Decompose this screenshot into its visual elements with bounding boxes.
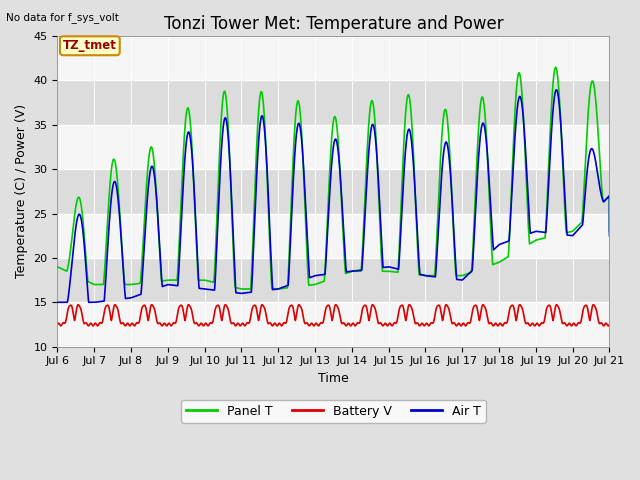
Bar <box>58 125 609 169</box>
Battery V <box>604 323 612 329</box>
Bar <box>58 36 609 80</box>
Battery V <box>605 322 613 327</box>
Bar <box>58 80 609 125</box>
Panel T <box>83 260 90 265</box>
Bar <box>58 302 609 347</box>
Bar <box>58 214 609 258</box>
Text: TZ_tmet: TZ_tmet <box>63 39 116 52</box>
Battery V <box>468 309 476 315</box>
Text: No data for f_sys_volt: No data for f_sys_volt <box>6 12 119 23</box>
Battery V <box>295 302 303 308</box>
Y-axis label: Temperature (C) / Power (V): Temperature (C) / Power (V) <box>15 104 28 278</box>
Air T <box>54 300 61 305</box>
Line: Panel T: Panel T <box>58 67 609 289</box>
Line: Battery V: Battery V <box>58 305 609 326</box>
Air T <box>406 128 413 133</box>
Battery V <box>406 302 413 308</box>
Panel T <box>483 150 491 156</box>
Panel T <box>552 64 559 70</box>
Air T <box>505 238 513 244</box>
Panel T <box>54 264 61 270</box>
Line: Air T: Air T <box>58 90 609 302</box>
Air T <box>552 87 560 93</box>
Battery V <box>54 322 61 327</box>
Panel T <box>406 97 413 103</box>
Air T <box>83 268 90 274</box>
Bar <box>58 169 609 214</box>
Air T <box>468 266 476 272</box>
Panel T <box>605 228 613 234</box>
Title: Tonzi Tower Met: Temperature and Power: Tonzi Tower Met: Temperature and Power <box>164 15 503 33</box>
Air T <box>605 233 613 239</box>
X-axis label: Time: Time <box>318 372 349 385</box>
Bar <box>58 258 609 302</box>
Panel T <box>505 249 513 255</box>
Legend: Panel T, Battery V, Air T: Panel T, Battery V, Air T <box>181 399 486 422</box>
Battery V <box>83 320 90 326</box>
Air T <box>497 241 505 247</box>
Panel T <box>468 257 476 263</box>
Battery V <box>505 312 513 318</box>
Panel T <box>237 286 245 292</box>
Air T <box>483 150 491 156</box>
Battery V <box>497 321 505 327</box>
Battery V <box>483 314 491 320</box>
Panel T <box>497 258 505 264</box>
